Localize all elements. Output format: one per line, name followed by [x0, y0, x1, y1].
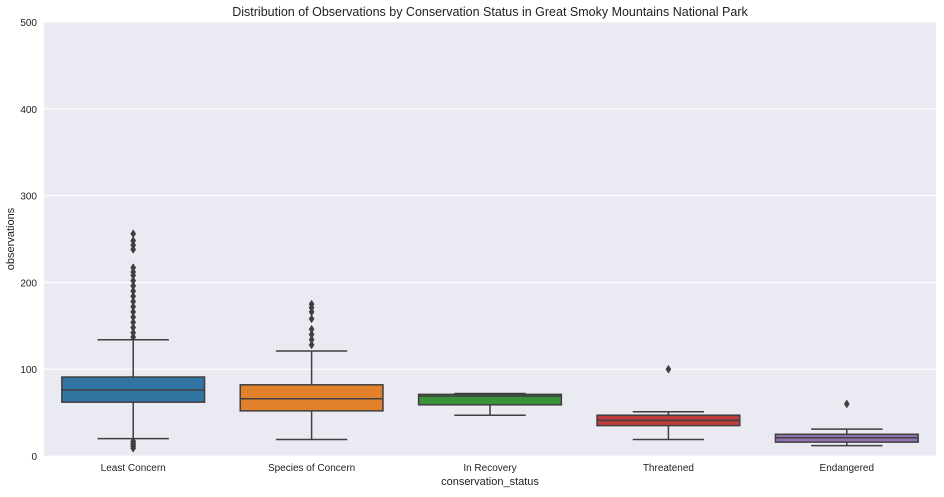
x-axis-label: conservation_status	[441, 476, 539, 488]
y-tick-label: 100	[20, 365, 37, 376]
outlier-point	[308, 314, 315, 324]
box-group	[596, 364, 741, 441]
outlier-point	[130, 236, 137, 246]
outlier-point	[308, 330, 315, 339]
box-group	[774, 399, 919, 447]
outlier-point	[130, 229, 137, 239]
y-tick-label: 0	[31, 452, 37, 463]
outlier-point	[130, 297, 137, 306]
outlier-point	[130, 317, 137, 327]
x-tick-label: Least Concern	[101, 463, 166, 474]
outlier-point	[130, 307, 137, 317]
chart-title: Distribution of Observations by Conserva…	[232, 5, 748, 19]
box-iqr	[239, 384, 384, 412]
x-tick-label: Threatened	[643, 463, 694, 474]
x-tick-label: In Recovery	[463, 463, 516, 474]
outlier-point	[308, 324, 315, 334]
y-tick-label: 200	[20, 278, 37, 289]
outlier-point	[130, 328, 137, 338]
y-tick-label: 300	[20, 192, 37, 203]
x-tick-label: Endangered	[820, 463, 875, 474]
outlier-point	[130, 286, 137, 296]
box-group	[239, 299, 384, 441]
outlier-point	[308, 299, 315, 309]
outlier-point	[130, 276, 137, 286]
tick-labels: 0 100 200 300 400 500 Least Concern Species of …	[20, 18, 874, 474]
outlier-point	[130, 302, 137, 312]
y-tick-label: 500	[20, 18, 37, 29]
outlier-point	[130, 312, 137, 322]
outlier-point	[308, 335, 315, 345]
outlier-point	[308, 340, 315, 350]
outlier-point	[130, 323, 137, 332]
box-group	[61, 229, 206, 453]
boxes-layer	[61, 229, 919, 453]
x-tick-label: Species of Concern	[268, 463, 355, 474]
grid-lines	[44, 21, 936, 457]
outlier-point	[843, 399, 850, 409]
y-tick-label: 400	[20, 105, 37, 116]
y-axis-label: observations	[5, 207, 17, 270]
outlier-point	[130, 263, 137, 273]
box-iqr	[417, 393, 563, 406]
outlier-point	[665, 364, 672, 374]
outlier-point	[130, 291, 137, 301]
outlier-point	[130, 281, 137, 291]
outlier-point	[130, 436, 137, 446]
box-group	[417, 392, 563, 416]
